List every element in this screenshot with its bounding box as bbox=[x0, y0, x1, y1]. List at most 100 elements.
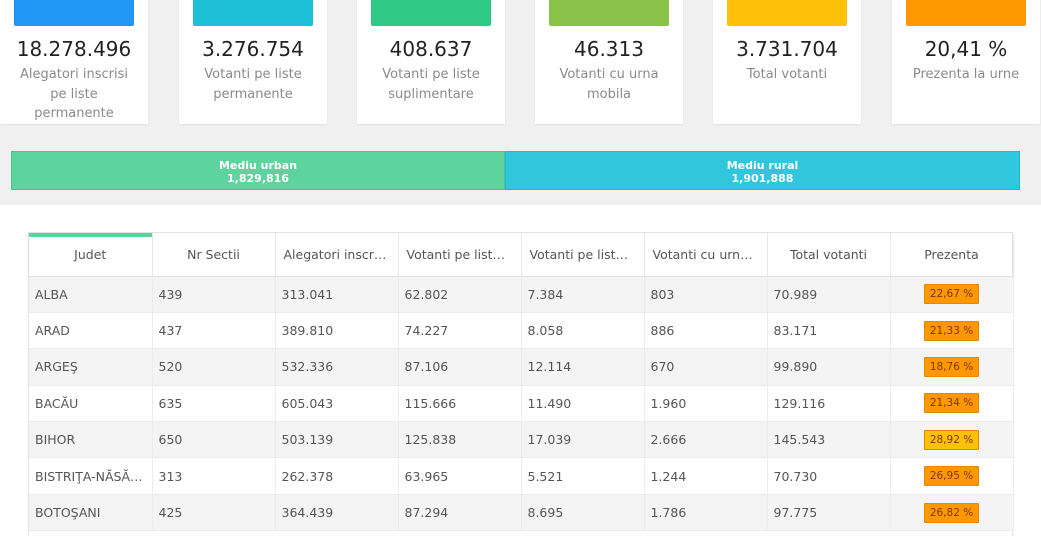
cell-prezenta: 18,76 % bbox=[890, 348, 1014, 386]
table-row[interactable]: BOTOŞANI 425 364.439 87.294 8.695 1.786 97.775… bbox=[29, 494, 1014, 532]
column-header-alegatori[interactable]: Alegatori inscrisi pe liste permanente bbox=[275, 233, 399, 277]
card-votanti-suplimentare: 408.637 Votanti pe liste suplimentare bbox=[357, 0, 505, 124]
cell-total-votanti: 70.730 bbox=[767, 457, 891, 495]
urban-rural-split-bar: Mediu urban 1,829,816 Mediu rural 1,901,… bbox=[11, 151, 1020, 190]
column-header-judet[interactable]: Judet bbox=[29, 233, 153, 277]
summary-cards: 18.278.496 Alegatori inscrisi pe liste p… bbox=[0, 0, 1041, 124]
prezenta-badge: 21,34 % bbox=[923, 393, 980, 414]
cell-judet: BIHOR bbox=[29, 421, 153, 459]
card-color-bar bbox=[727, 0, 847, 26]
cell-judet: BISTRIŢA-NĂSĂUD bbox=[29, 457, 153, 495]
card-color-bar bbox=[14, 0, 134, 26]
card-value: 46.313 bbox=[574, 37, 644, 61]
column-header-total-votanti[interactable]: Total votanti bbox=[767, 233, 891, 277]
cell-prezenta: 21,34 % bbox=[890, 385, 1014, 423]
cell-nr-sectii: 635 bbox=[152, 385, 276, 423]
cell-liste-permanente: 62.802 bbox=[398, 276, 522, 313]
rural-value: 1,901,888 bbox=[731, 172, 794, 185]
cell-urna-mobila: 1.786 bbox=[644, 494, 768, 532]
cell-urna-mobila: 1.960 bbox=[644, 385, 768, 423]
prezenta-badge: 18,76 % bbox=[923, 356, 980, 377]
county-table-wrapper: Judet Nr Sectii Alegatori inscrisi pe li… bbox=[28, 232, 1014, 536]
cell-prezenta: 26,95 % bbox=[890, 457, 1014, 495]
cell-liste-suplimentare: 17.039 bbox=[521, 421, 645, 459]
card-votanti-permanente: 3.276.754 Votanti pe liste permanente bbox=[179, 0, 327, 124]
urban-label: Mediu urban bbox=[218, 159, 298, 172]
cell-total-votanti: 83.171 bbox=[767, 312, 891, 350]
urban-segment[interactable]: Mediu urban 1,829,816 bbox=[11, 151, 505, 190]
cell-total-votanti: 129.116 bbox=[767, 385, 891, 423]
card-alegatori: 18.278.496 Alegatori inscrisi pe liste p… bbox=[0, 0, 148, 124]
cell-urna-mobila: 2.666 bbox=[644, 421, 768, 459]
cell-total-votanti: 99.890 bbox=[767, 348, 891, 386]
card-color-bar bbox=[906, 0, 1026, 26]
cell-liste-suplimentare: 7.384 bbox=[521, 276, 645, 313]
cell-nr-sectii: 425 bbox=[152, 494, 276, 532]
rural-label: Mediu rural bbox=[726, 159, 799, 172]
cell-urna-mobila: 886 bbox=[644, 312, 768, 350]
cell-urna-mobila: 803 bbox=[644, 276, 768, 313]
cell-judet: BACĂU bbox=[29, 385, 153, 423]
urban-value: 1,829,816 bbox=[227, 172, 289, 185]
table-row[interactable]: BACĂU 635 605.043 115.666 11.490 1.960 129.116… bbox=[29, 385, 1014, 423]
card-total-votanti: 3.731.704 Total votanti bbox=[713, 0, 861, 124]
cell-nr-sectii: 650 bbox=[152, 421, 276, 459]
prezenta-badge: 22,67 % bbox=[923, 284, 980, 305]
cell-total-votanti: 70.989 bbox=[767, 276, 891, 313]
cell-alegatori: 313.041 bbox=[275, 276, 399, 313]
card-value: 3.731.704 bbox=[736, 37, 838, 61]
cell-liste-permanente: 63.965 bbox=[398, 457, 522, 495]
cell-total-votanti: 97.775 bbox=[767, 494, 891, 532]
column-header-urna-mobila[interactable]: Votanti cu urna mobila bbox=[644, 233, 768, 277]
cell-liste-suplimentare: 8.695 bbox=[521, 494, 645, 532]
cell-total-votanti: 145.543 bbox=[767, 421, 891, 459]
cell-liste-suplimentare: 11.490 bbox=[521, 385, 645, 423]
column-header-prezenta[interactable]: Prezenta bbox=[890, 233, 1014, 277]
cell-prezenta: 28,92 % bbox=[890, 421, 1014, 459]
cell-urna-mobila: 670 bbox=[644, 348, 768, 386]
card-color-bar bbox=[549, 0, 669, 26]
cell-alegatori: 389.810 bbox=[275, 312, 399, 350]
cell-judet: ALBA bbox=[29, 276, 153, 313]
cell-liste-suplimentare: 5.521 bbox=[521, 457, 645, 495]
table-header-row: Judet Nr Sectii Alegatori inscrisi pe li… bbox=[29, 233, 1014, 277]
table-body: ALBA 439 313.041 62.802 7.384 803 70.989 22,67 … bbox=[29, 276, 1014, 532]
cell-liste-suplimentare: 8.058 bbox=[521, 312, 645, 350]
card-value: 408.637 bbox=[389, 37, 473, 61]
cell-judet: ARGEŞ bbox=[29, 348, 153, 386]
prezenta-badge: 26,95 % bbox=[923, 466, 980, 487]
cell-nr-sectii: 520 bbox=[152, 348, 276, 386]
table-row[interactable]: ALBA 439 313.041 62.802 7.384 803 70.989 22,67 … bbox=[29, 276, 1014, 313]
cell-prezenta: 22,67 % bbox=[890, 276, 1014, 313]
card-value: 18.278.496 bbox=[16, 37, 132, 61]
table-row[interactable]: ARAD 437 389.810 74.227 8.058 886 83.171 21,33 … bbox=[29, 312, 1014, 350]
cell-nr-sectii: 313 bbox=[152, 457, 276, 495]
prezenta-badge: 21,33 % bbox=[923, 320, 980, 341]
card-prezenta: 20,41 % Prezenta la urne bbox=[892, 0, 1040, 124]
cell-alegatori: 532.336 bbox=[275, 348, 399, 386]
cell-alegatori: 262.378 bbox=[275, 457, 399, 495]
cell-judet: BOTOŞANI bbox=[29, 494, 153, 532]
cell-prezenta: 26,82 % bbox=[890, 494, 1014, 532]
rural-segment[interactable]: Mediu rural 1,901,888 bbox=[505, 151, 1020, 190]
column-header-liste-suplimentare[interactable]: Votanti pe liste suplimentare bbox=[521, 233, 645, 277]
prezenta-badge: 28,92 % bbox=[923, 429, 980, 450]
county-table: Judet Nr Sectii Alegatori inscrisi pe li… bbox=[29, 233, 1014, 532]
cell-liste-suplimentare: 12.114 bbox=[521, 348, 645, 386]
card-urna-mobila: 46.313 Votanti cu urna mobila bbox=[535, 0, 683, 124]
cell-alegatori: 364.439 bbox=[275, 494, 399, 532]
cell-liste-permanente: 87.294 bbox=[398, 494, 522, 532]
card-label: Votanti pe liste suplimentare bbox=[382, 67, 480, 102]
table-row[interactable]: ARGEŞ 520 532.336 87.106 12.114 670 99.890 18,7… bbox=[29, 348, 1014, 386]
card-label: Votanti pe liste permanente bbox=[204, 67, 302, 102]
column-header-liste-permanente[interactable]: Votanti pe liste permanente bbox=[398, 233, 522, 277]
cell-urna-mobila: 1.244 bbox=[644, 457, 768, 495]
card-label: Total votanti bbox=[746, 67, 828, 82]
table-row[interactable]: BISTRIŢA-NĂSĂUD 313 262.378 63.965 5.521 1.24… bbox=[29, 457, 1014, 495]
cell-liste-permanente: 115.666 bbox=[398, 385, 522, 423]
prezenta-badge: 26,82 % bbox=[923, 502, 980, 523]
table-row[interactable]: BIHOR 650 503.139 125.838 17.039 2.666 145.543… bbox=[29, 421, 1014, 459]
card-color-bar bbox=[193, 0, 313, 26]
column-header-nr-sectii[interactable]: Nr Sectii bbox=[152, 233, 276, 277]
cell-nr-sectii: 439 bbox=[152, 276, 276, 313]
